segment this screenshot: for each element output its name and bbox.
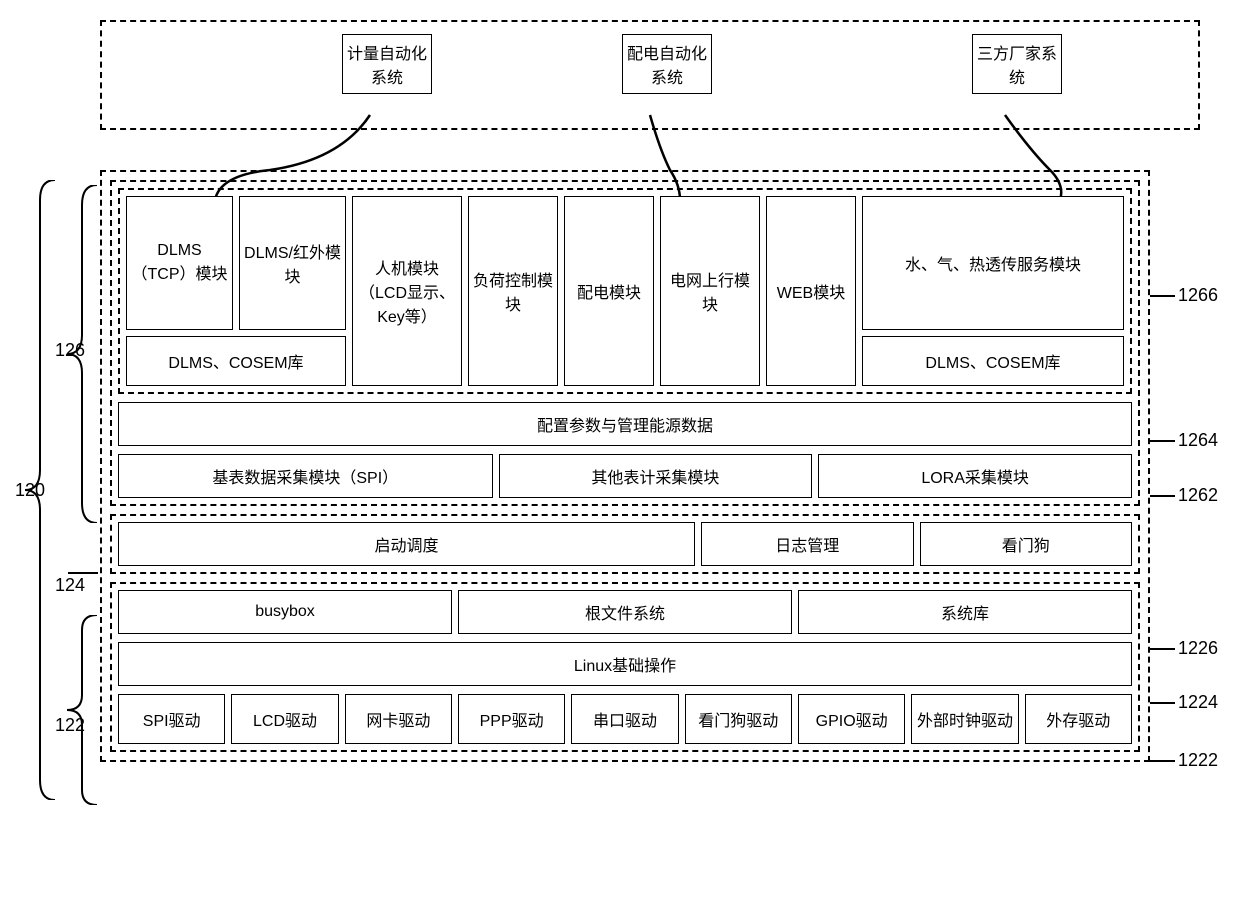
drv-serial: 串口驱动 [571,694,678,744]
ref-1226: 1226 [1178,638,1218,659]
external-box-distribution: 配电自动化系统 [622,34,712,94]
ref-122: 122 [55,715,85,736]
boot-sched: 启动调度 [118,522,695,566]
leader-1262 [1150,495,1175,497]
external-box-metering: 计量自动化系统 [342,34,432,94]
ref-120: 120 [15,480,45,501]
external-box-thirdparty: 三方厂家系统 [972,34,1062,94]
syslib: 系统库 [798,590,1132,634]
ref-1266: 1266 [1178,285,1218,306]
architecture-diagram: 计量自动化系统 配电自动化系统 三方厂家系统 DLMS（TCP）模块 DLMS/… [20,20,1220,762]
module-passthrough: 水、气、热透传服务模块 [862,196,1124,330]
layer-1224: Linux基础操作 [118,642,1132,686]
drv-spi: SPI驱动 [118,694,225,744]
collect-spi: 基表数据采集模块（SPI） [118,454,493,498]
external-systems-region: 计量自动化系统 配电自动化系统 三方厂家系统 [100,20,1200,130]
ref-1224: 1224 [1178,692,1218,713]
ref-1262: 1262 [1178,485,1218,506]
rootfs: 根文件系统 [458,590,792,634]
leader-1222 [1150,760,1175,762]
left-bracket-122 [62,615,102,805]
module-web: WEB模块 [766,196,856,386]
layer-1264: 配置参数与管理能源数据 [118,402,1132,446]
module-hmi: 人机模块（LCD显示、Key等） [352,196,462,386]
busybox: busybox [118,590,452,634]
section-126: DLMS（TCP）模块 DLMS/红外模块 DLMS、COSEM库 人机模块（L… [110,180,1140,506]
log-mgmt: 日志管理 [701,522,914,566]
module-dlms-tcp: DLMS（TCP）模块 [126,196,233,330]
layer-1222: SPI驱动 LCD驱动 网卡驱动 PPP驱动 串口驱动 看门狗驱动 GPIO驱动… [118,694,1132,744]
collect-other: 其他表计采集模块 [499,454,813,498]
module-dist: 配电模块 [564,196,654,386]
ref-1222: 1222 [1178,750,1218,771]
layer-1226: busybox 根文件系统 系统库 [118,590,1132,634]
drv-lcd: LCD驱动 [231,694,338,744]
layer-1266: DLMS（TCP）模块 DLMS/红外模块 DLMS、COSEM库 人机模块（L… [118,188,1132,394]
drv-ppp: PPP驱动 [458,694,565,744]
leader-124 [68,572,98,574]
ref-124: 124 [55,575,85,596]
drv-wdt: 看门狗驱动 [685,694,792,744]
module-dlms-ir: DLMS/红外模块 [239,196,346,330]
leader-1266 [1150,295,1175,297]
leader-1226 [1150,648,1175,650]
lib-right: DLMS、COSEM库 [862,336,1124,386]
collect-lora: LORA采集模块 [818,454,1132,498]
layer-1262: 基表数据采集模块（SPI） 其他表计采集模块 LORA采集模块 [118,454,1132,498]
drv-extmem: 外存驱动 [1025,694,1132,744]
section-124: 启动调度 日志管理 看门狗 [110,514,1140,574]
watchdog: 看门狗 [920,522,1133,566]
section-122: busybox 根文件系统 系统库 Linux基础操作 SPI驱动 LCD驱动 … [110,582,1140,752]
lib-left: DLMS、COSEM库 [126,336,346,386]
drv-rtc: 外部时钟驱动 [911,694,1018,744]
drv-gpio: GPIO驱动 [798,694,905,744]
module-grid-up: 电网上行模块 [660,196,760,386]
leader-1224 [1150,702,1175,704]
ref-126: 126 [55,340,85,361]
module-load: 负荷控制模块 [468,196,558,386]
ref-1264: 1264 [1178,430,1218,451]
leader-1264 [1150,440,1175,442]
main-region-120: DLMS（TCP）模块 DLMS/红外模块 DLMS、COSEM库 人机模块（L… [100,170,1150,762]
drv-nic: 网卡驱动 [345,694,452,744]
